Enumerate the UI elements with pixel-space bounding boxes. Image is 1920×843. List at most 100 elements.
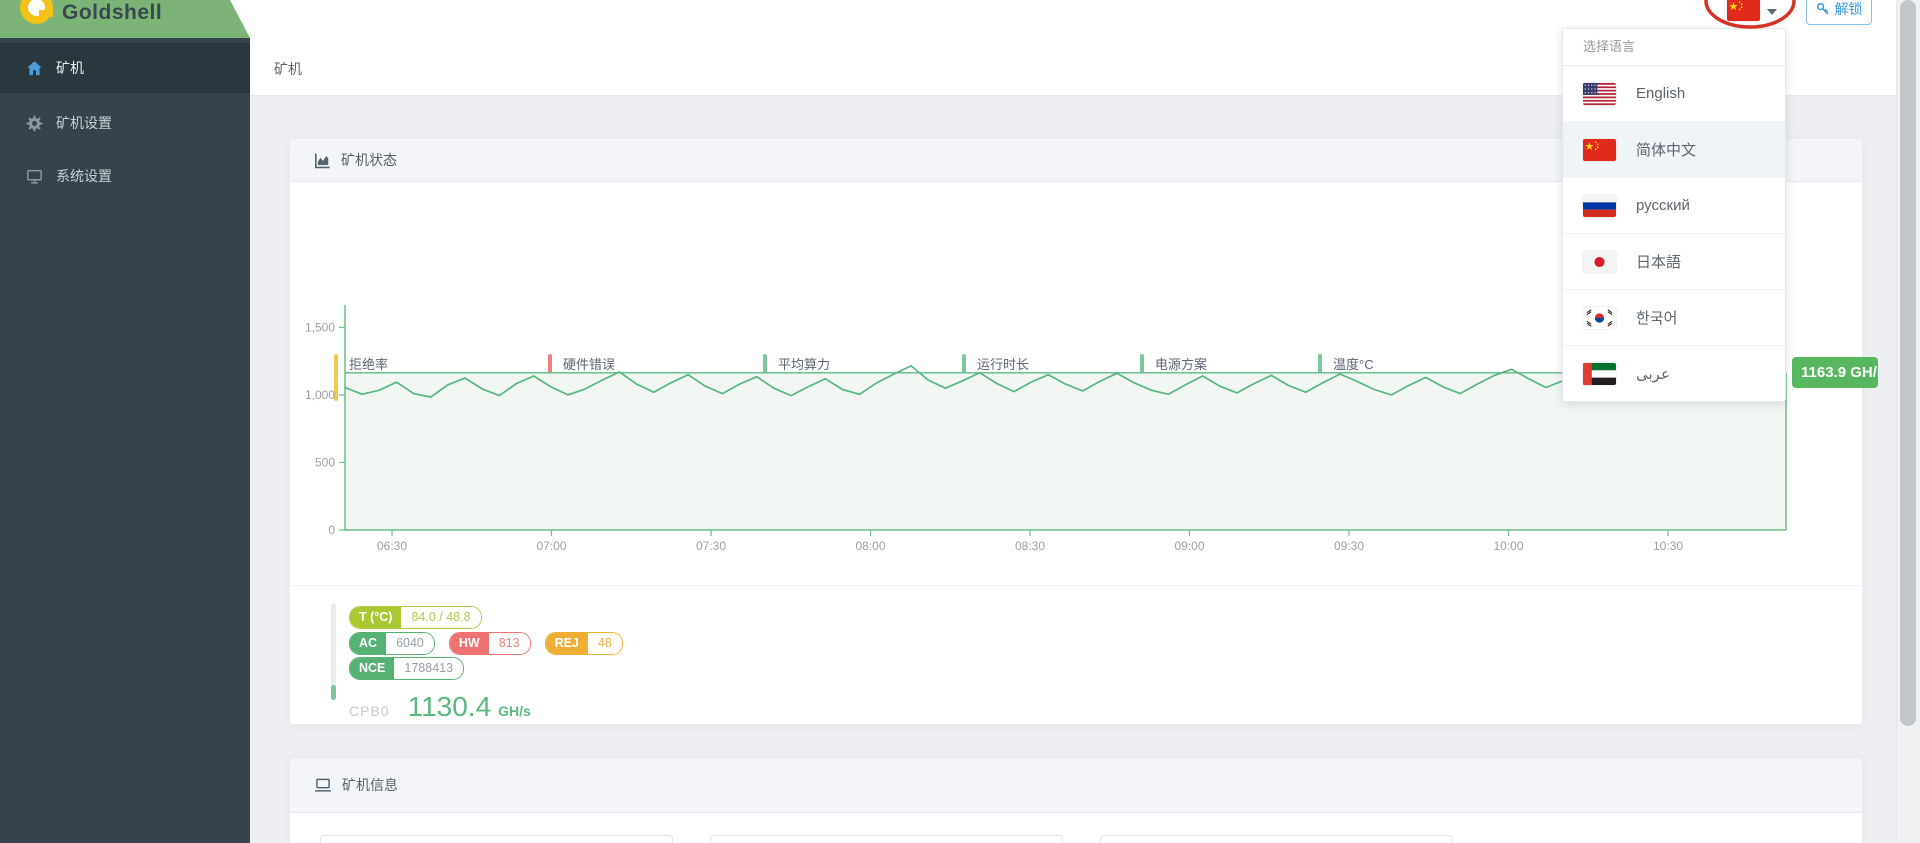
svg-text:★: ★ xyxy=(1729,1,1739,13)
info-box xyxy=(320,835,673,843)
info-box xyxy=(1100,835,1453,843)
miner-info-card-header: 矿机信息 xyxy=(290,758,1862,813)
badge-value: 813 xyxy=(488,633,530,654)
badge-label: AC xyxy=(350,633,387,654)
language-option-label: English xyxy=(1636,85,1686,102)
svg-text:1,000: 1,000 xyxy=(305,388,335,402)
svg-text:09:30: 09:30 xyxy=(1334,539,1364,553)
info-box xyxy=(710,835,1063,843)
board-hashrate-row: CPB0 1130.4 GH/s xyxy=(349,691,531,723)
stat-label: 平均算力 xyxy=(778,357,831,372)
stat-label: 硬件错误 xyxy=(563,357,616,372)
language-option-label: عربى xyxy=(1636,365,1670,383)
stat-label: 电源方案 xyxy=(1155,357,1208,372)
stat-label: 温度°C xyxy=(1333,357,1374,372)
badge-label: HW xyxy=(449,633,489,654)
language-selector[interactable]: ★ xyxy=(1727,0,1787,27)
miner-info-card: 矿机信息 xyxy=(289,757,1863,843)
badge-ac: AC 6040 xyxy=(349,632,435,655)
unlock-label: 解锁 xyxy=(1834,0,1863,17)
flag-cn-icon: ★ xyxy=(1727,0,1760,21)
breadcrumb: 矿机 xyxy=(274,61,302,77)
svg-text:07:00: 07:00 xyxy=(536,539,566,553)
language-option-label: русский xyxy=(1636,197,1690,214)
monitor-icon xyxy=(26,168,43,185)
board-list-scrollbar-thumb[interactable] xyxy=(331,685,336,700)
badge-hw: HW 813 xyxy=(448,632,531,655)
language-option-us[interactable]: English xyxy=(1563,66,1785,121)
language-option-kr[interactable]: 한국어 xyxy=(1563,289,1785,345)
badge-value: 84.0 / 48.8 xyxy=(401,607,481,628)
card-divider xyxy=(289,585,1863,586)
svg-text:0: 0 xyxy=(328,523,335,537)
gear-icon xyxy=(26,115,43,132)
board-hashrate-unit: GH/s xyxy=(498,703,531,719)
area-chart-icon xyxy=(315,153,330,168)
svg-text:10:30: 10:30 xyxy=(1653,539,1683,553)
goldshell-logo-icon xyxy=(20,0,53,24)
svg-text:08:00: 08:00 xyxy=(855,539,885,553)
language-option-label: 日本語 xyxy=(1636,254,1682,271)
badge-row: AC 6040 HW 813 REJ 48 xyxy=(349,632,623,655)
badge-row: T (°C) 84.0 / 48.8 xyxy=(349,606,482,629)
svg-text:06:30: 06:30 xyxy=(377,539,407,553)
language-option-label: 한국어 xyxy=(1636,310,1678,327)
chart-tooltip: 1163.9 GH/s xyxy=(1792,357,1878,388)
unlock-button[interactable]: 解锁 xyxy=(1806,0,1872,25)
language-option-ae[interactable]: عربى xyxy=(1563,345,1785,401)
chevron-down-icon xyxy=(1767,9,1777,15)
svg-text:09:00: 09:00 xyxy=(1174,539,1204,553)
badge-nce: NCE 1788413 xyxy=(349,657,465,680)
stat-label: 运行时长 xyxy=(977,357,1030,372)
flag-us-icon xyxy=(1583,82,1616,105)
flag-jp-icon xyxy=(1583,250,1616,273)
flag-cn-icon: ★ xyxy=(1583,138,1616,161)
card-title: 矿机状态 xyxy=(341,152,397,168)
stat-color-bar xyxy=(334,354,338,401)
svg-text:1,500: 1,500 xyxy=(305,320,335,334)
card-title: 矿机信息 xyxy=(342,777,398,793)
language-option-jp[interactable]: 日本語 xyxy=(1563,233,1785,289)
laptop-icon xyxy=(315,778,331,792)
badge-rej: REJ 48 xyxy=(544,632,623,655)
hashrate-chart[interactable]: 0 500 1,000 1,500 06:30 07:00 07:30 08:00 08:30 0… xyxy=(289,290,1863,560)
board-name: CPB0 xyxy=(349,703,390,719)
page-scrollbar[interactable] xyxy=(1896,0,1920,843)
svg-text:07:30: 07:30 xyxy=(696,539,726,553)
sidebar-item-label: 矿机设置 xyxy=(56,115,112,131)
badge-tc: T (°C) 84.0 / 48.8 xyxy=(349,606,482,629)
badge-value: 48 xyxy=(587,633,622,654)
brand-name: Goldshell xyxy=(62,1,163,24)
language-option-ru[interactable]: русский xyxy=(1563,177,1785,233)
svg-text:500: 500 xyxy=(315,455,335,469)
flag-ae-icon xyxy=(1583,362,1616,385)
svg-text:08:30: 08:30 xyxy=(1015,539,1045,553)
sidebar-item-miner[interactable]: 矿机 xyxy=(0,43,250,93)
sidebar-item-miner-settings[interactable]: 矿机设置 xyxy=(0,100,250,146)
language-option-label: 简体中文 xyxy=(1636,142,1697,159)
badge-label: REJ xyxy=(545,633,588,654)
badge-value: 6040 xyxy=(386,633,434,654)
language-option-cn[interactable]: ★ 简体中文 xyxy=(1563,121,1785,177)
flag-ru-icon xyxy=(1583,194,1616,217)
stat-label: 拒绝率 xyxy=(349,357,389,372)
home-icon xyxy=(26,60,43,77)
key-icon xyxy=(1816,2,1829,15)
brand-logo-band: Goldshell xyxy=(0,0,250,38)
badge-value: 1788413 xyxy=(394,658,464,679)
page-scrollbar-thumb[interactable] xyxy=(1900,0,1916,726)
flag-kr-icon xyxy=(1583,306,1616,329)
board-list-scrollbar[interactable] xyxy=(331,603,336,700)
badge-row: NCE 1788413 xyxy=(349,657,465,680)
language-menu: 选择语言 English ★ 简体中文 русский 日本語 한국어 عربى xyxy=(1562,28,1786,402)
board-hashrate-value: 1130.4 xyxy=(407,691,492,722)
sidebar-item-system-settings[interactable]: 系统设置 xyxy=(0,153,250,199)
sidebar-item-label: 系统设置 xyxy=(56,168,112,184)
current-language-flag-icon: ★ xyxy=(1727,0,1760,26)
svg-text:10:00: 10:00 xyxy=(1493,539,1523,553)
sidebar: 矿机 矿机设置 xyxy=(0,38,250,843)
badge-label: T (°C) xyxy=(350,607,402,628)
svg-text:★: ★ xyxy=(1585,141,1595,153)
sidebar-item-label: 矿机 xyxy=(56,60,84,76)
badge-label: NCE xyxy=(350,658,395,679)
